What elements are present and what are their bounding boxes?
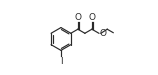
Text: O: O <box>88 13 95 22</box>
Text: O: O <box>74 13 81 22</box>
Text: I: I <box>60 57 62 66</box>
Text: O: O <box>99 29 106 38</box>
